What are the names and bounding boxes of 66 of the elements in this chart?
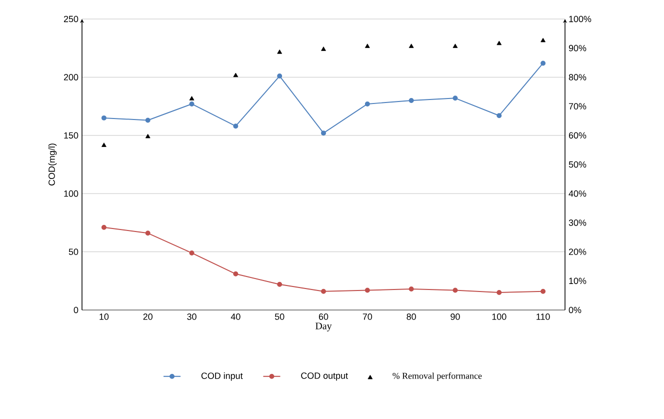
x-tick-label: 90 xyxy=(450,314,460,320)
point xyxy=(321,130,326,136)
point xyxy=(408,44,414,48)
y-tick-label: 200 xyxy=(64,74,78,80)
point xyxy=(540,288,546,294)
y-axis-title: COD(mg/l) xyxy=(48,144,57,186)
point xyxy=(496,290,502,296)
x-tick-label: 20 xyxy=(143,314,153,320)
y2-tick-label: 80% xyxy=(568,74,586,80)
point xyxy=(277,74,282,79)
point xyxy=(496,113,502,118)
legend-label: % Removal performance xyxy=(392,372,482,381)
point xyxy=(101,115,106,120)
x-tick-label: 100 xyxy=(492,314,506,320)
x-tick-label: 80 xyxy=(406,314,416,320)
x-tick-label: 70 xyxy=(362,314,372,320)
point xyxy=(540,60,546,66)
x-tick-label: 60 xyxy=(318,314,328,320)
x-tick-label: 10 xyxy=(100,314,109,320)
point xyxy=(452,288,458,293)
point xyxy=(408,286,414,292)
y2-tick-label: 20% xyxy=(568,248,586,255)
y-tick-label: 50 xyxy=(68,248,78,255)
point xyxy=(496,40,502,46)
point xyxy=(321,288,326,294)
point xyxy=(233,271,238,276)
point xyxy=(102,142,106,147)
y-tick-label: 100 xyxy=(64,190,78,197)
point xyxy=(233,124,238,129)
point xyxy=(408,98,414,103)
legend-label: COD output xyxy=(301,372,348,381)
point xyxy=(277,50,282,54)
point xyxy=(364,44,370,48)
x-tick-label: 30 xyxy=(187,314,196,320)
y2-tick-label: 40% xyxy=(568,190,586,197)
point xyxy=(277,282,282,287)
y2-tick-label: 70% xyxy=(568,103,586,110)
x-tick-label: 110 xyxy=(536,314,550,320)
y2-tick-label: 100% xyxy=(569,16,592,22)
point xyxy=(364,288,370,293)
legend-label: COD input xyxy=(201,372,243,381)
point xyxy=(145,134,150,138)
point xyxy=(189,96,194,100)
point xyxy=(540,38,546,42)
x-tick-label: 50 xyxy=(274,314,284,320)
point xyxy=(452,96,458,101)
y-tick-label: 150 xyxy=(64,132,78,139)
point xyxy=(145,118,150,123)
x-tick-label: 40 xyxy=(230,314,240,320)
point xyxy=(321,46,326,51)
point xyxy=(189,101,194,106)
point xyxy=(364,101,370,106)
y-tick-label: 0 xyxy=(74,306,78,314)
y2-tick-label: 60% xyxy=(568,132,586,139)
y2-tick-label: 50% xyxy=(568,161,586,168)
y2-tick-label: 10% xyxy=(569,278,586,284)
y2-tick-label: 0% xyxy=(568,306,582,314)
point xyxy=(189,250,194,256)
point xyxy=(101,224,106,230)
y2-tick-label: 90% xyxy=(568,44,586,52)
point xyxy=(233,72,238,78)
y-tick-label: 250 xyxy=(64,16,78,22)
point xyxy=(452,44,458,48)
point xyxy=(145,230,150,236)
y2-tick-label: 30% xyxy=(568,220,586,226)
x-axis-title: Day xyxy=(315,322,332,332)
